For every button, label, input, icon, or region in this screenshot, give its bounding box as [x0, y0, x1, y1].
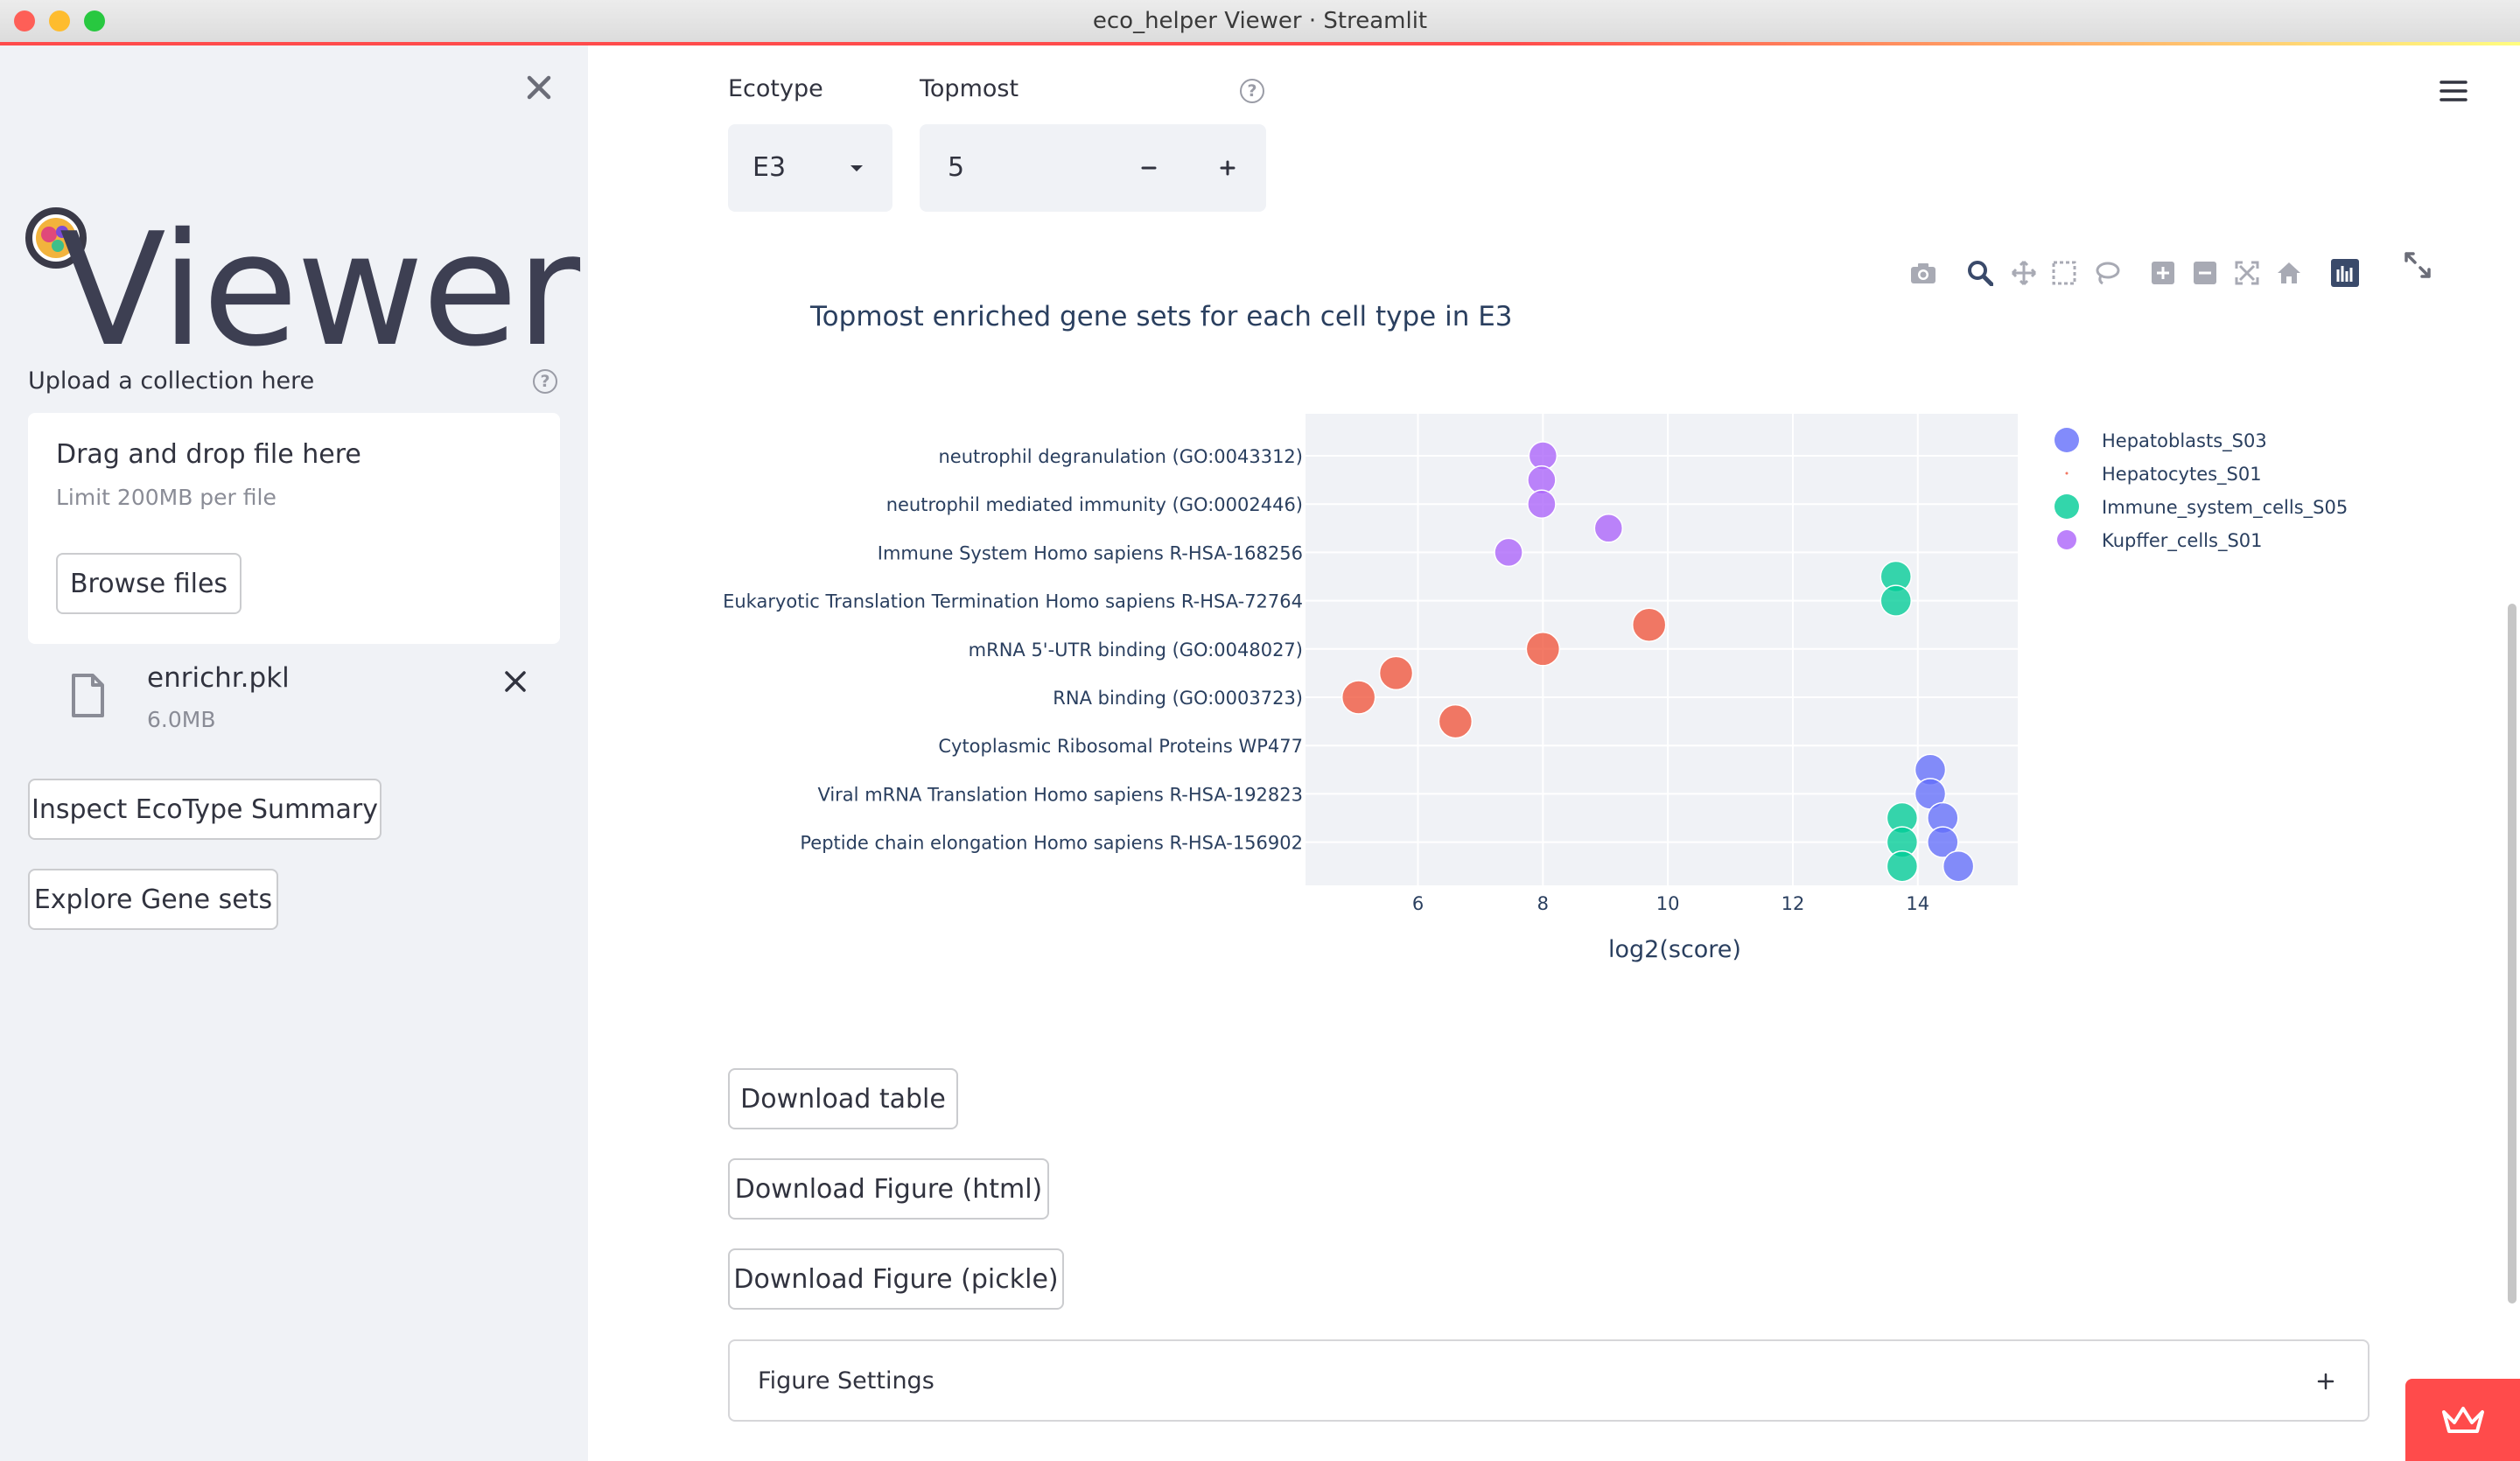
logo-text: Viewer [60, 199, 580, 381]
window-titlebar: eco_helper Viewer · Streamlit [0, 0, 2520, 43]
download-table-button[interactable]: Download table [728, 1068, 958, 1129]
x-tick-label: 6 [1412, 893, 1424, 914]
data-point-kupffer_cells_s01[interactable] [1593, 514, 1624, 543]
main-scrollbar[interactable] [2508, 604, 2516, 1304]
window-title: eco_helper Viewer · Streamlit [1092, 8, 1428, 34]
plotly-logo-icon[interactable] [2329, 257, 2361, 289]
file-dropzone[interactable]: Drag and drop file here Limit 200MB per … [28, 413, 560, 644]
data-point-hepatoblasts_s03[interactable] [1927, 826, 1959, 858]
y-tick-label: Immune System Homo sapiens R-HSA-168256 [878, 542, 1303, 563]
data-point-kupffer_cells_s01[interactable] [1494, 537, 1523, 568]
x-tick-label: 14 [1906, 893, 1929, 914]
file-icon [70, 673, 105, 718]
streamlit-crown-icon [2442, 1407, 2484, 1433]
data-point-immune_system_cells_s05[interactable] [1880, 584, 1913, 617]
y-tick-label: Cytoplasmic Ribosomal Proteins WP477 [938, 736, 1303, 757]
data-point-hepatoblasts_s03[interactable] [1914, 753, 1947, 786]
topmost-value[interactable]: 5 [948, 152, 965, 183]
legend-entry[interactable]: Kupffer_cells_S01 [2102, 530, 2263, 552]
home-icon[interactable] [2273, 257, 2305, 289]
data-point-immune_system_cells_s05[interactable] [1886, 826, 1919, 858]
download-figure-html-button[interactable]: Download Figure (html) [728, 1158, 1049, 1220]
y-tick-label: neutrophil mediated immunity (GO:0002446… [886, 494, 1303, 515]
data-point-hepatocytes_s01[interactable] [1438, 703, 1474, 739]
streamlit-badge[interactable] [2405, 1379, 2520, 1461]
topmost-help-icon[interactable]: ? [1240, 79, 1264, 103]
data-point-hepatocytes_s01[interactable] [1340, 680, 1376, 715]
close-sidebar-icon[interactable] [523, 72, 555, 103]
ecotype-label: Ecotype [728, 75, 823, 102]
browse-files-button[interactable]: Browse files [56, 553, 242, 614]
data-point-kupffer_cells_s01[interactable] [1527, 465, 1557, 495]
explore-gene-sets-button[interactable]: Explore Gene sets [28, 869, 278, 930]
data-point-immune_system_cells_s05[interactable] [1886, 801, 1919, 835]
data-point-hepatocytes_s01[interactable] [1378, 655, 1414, 691]
app-logo: Viewer [23, 203, 583, 387]
data-point-kupffer_cells_s01[interactable] [1527, 489, 1557, 519]
minus-icon[interactable] [1138, 157, 1159, 178]
data-point-immune_system_cells_s05[interactable] [1880, 560, 1913, 593]
menu-icon[interactable] [2438, 75, 2469, 107]
figure-settings-label: Figure Settings [758, 1367, 934, 1395]
topmost-label: Topmost [920, 75, 1019, 102]
topmost-number-input[interactable]: 5 [920, 124, 1266, 212]
y-tick-label: neutrophil degranulation (GO:0043312) [938, 446, 1303, 467]
y-tick-label: Eukaryotic Translation Termination Homo … [723, 591, 1303, 612]
legend-entry[interactable]: Hepatocytes_S01 [2102, 464, 2262, 486]
y-tick-label: mRNA 5'-UTR binding (GO:0048027) [969, 640, 1303, 661]
autoscale-icon[interactable] [2231, 257, 2263, 289]
uploaded-file-name: enrichr.pkl [147, 662, 290, 694]
minimize-window-button[interactable] [49, 10, 70, 31]
plot-background [1306, 414, 2018, 885]
x-tick-label: 8 [1537, 893, 1549, 914]
logo-magnifier-icon [25, 207, 87, 269]
remove-file-icon[interactable] [500, 667, 530, 696]
close-window-button[interactable] [14, 10, 35, 31]
x-tick-label: 12 [1782, 893, 1805, 914]
data-point-hepatocytes_s01[interactable] [1631, 607, 1667, 642]
sidebar: Viewer Upload a collection here ? Drag a… [0, 45, 588, 1461]
legend-marker [2065, 472, 2068, 475]
zoom-in-icon[interactable] [2147, 257, 2179, 289]
inspect-ecotype-summary-button[interactable]: Inspect EcoType Summary [28, 779, 382, 840]
data-point-kupffer_cells_s01[interactable] [1528, 441, 1558, 471]
data-point-hepatoblasts_s03[interactable] [1942, 849, 1975, 883]
legend-marker [2054, 428, 2079, 452]
zoom-out-icon[interactable] [2189, 257, 2221, 289]
data-point-hepatoblasts_s03[interactable] [1914, 778, 1947, 810]
dropzone-title: Drag and drop file here [56, 439, 361, 470]
y-tick-label: RNA binding (GO:0003723) [1053, 688, 1303, 709]
y-tick-label: Peptide chain elongation Homo sapiens R-… [800, 833, 1303, 854]
figure-settings-expander[interactable]: Figure Settings [728, 1339, 2370, 1422]
y-tick-label: Viral mRNA Translation Homo sapiens R-HS… [817, 784, 1303, 805]
download-figure-pickle-button[interactable]: Download Figure (pickle) [728, 1248, 1064, 1310]
box-select-icon[interactable] [2048, 257, 2080, 289]
legend-marker [2054, 494, 2079, 519]
legend-entry[interactable]: Immune_system_cells_S05 [2102, 497, 2348, 519]
x-tick-label: 10 [1656, 893, 1680, 914]
chart-title: Topmost enriched gene sets for each cell… [810, 301, 1513, 332]
pan-icon[interactable] [2008, 257, 2040, 289]
decoration-bar [0, 42, 2520, 45]
data-point-immune_system_cells_s05[interactable] [1886, 849, 1919, 883]
data-point-hepatocytes_s01[interactable] [1525, 632, 1561, 667]
zoom-icon[interactable] [1964, 257, 1996, 289]
fullscreen-icon[interactable] [2403, 250, 2432, 280]
chevron-down-icon [850, 165, 863, 171]
ecotype-value: E3 [752, 152, 787, 183]
plus-icon[interactable] [1217, 157, 1238, 178]
uploaded-file-size: 6.0MB [147, 707, 216, 732]
upload-help-icon[interactable]: ? [533, 369, 557, 394]
expand-plus-icon [2317, 1373, 2334, 1390]
data-point-hepatoblasts_s03[interactable] [1927, 801, 1959, 835]
upload-label: Upload a collection here [28, 367, 315, 395]
camera-icon[interactable] [1908, 257, 1939, 289]
legend-marker [2057, 530, 2076, 549]
maximize-window-button[interactable] [84, 10, 105, 31]
legend-entry[interactable]: Hepatoblasts_S03 [2102, 430, 2267, 452]
lasso-icon[interactable] [2091, 257, 2123, 289]
dropzone-limit: Limit 200MB per file [56, 485, 276, 510]
chart-x-axis-label: log2(score) [1608, 936, 1741, 963]
ecotype-select[interactable]: E3 [728, 124, 892, 212]
